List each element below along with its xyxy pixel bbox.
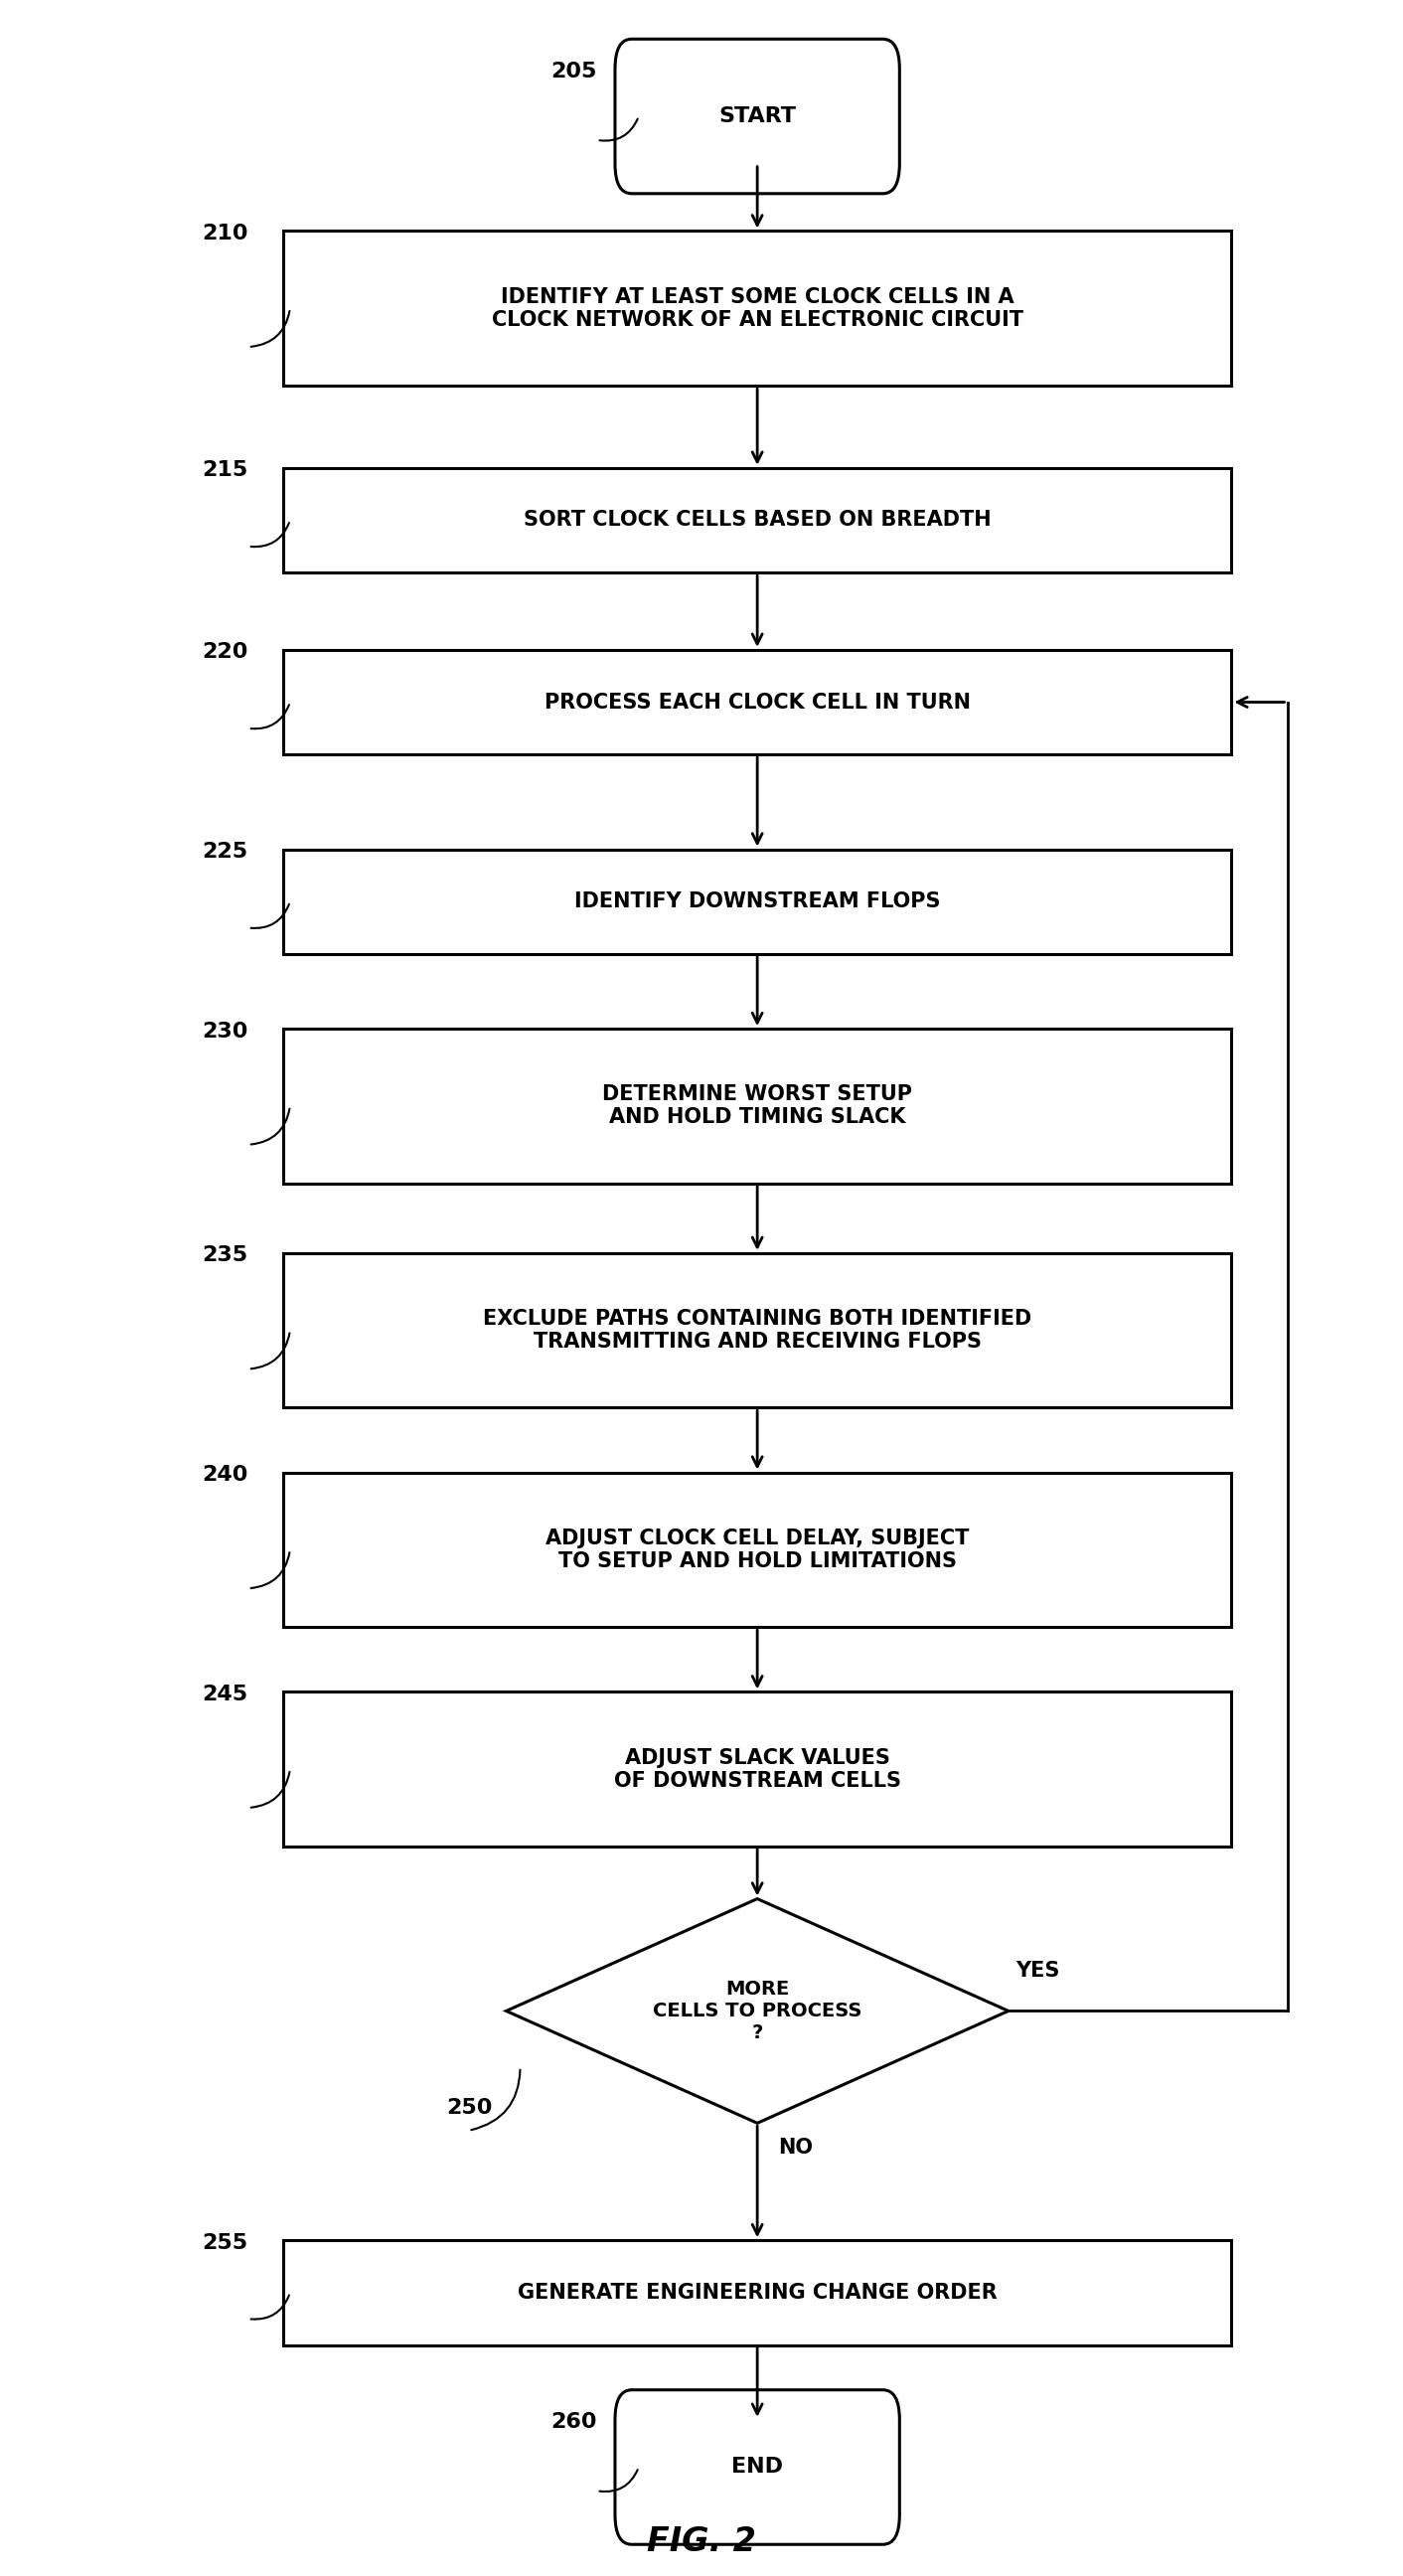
FancyBboxPatch shape: [283, 1252, 1232, 1406]
FancyBboxPatch shape: [283, 1028, 1232, 1182]
Text: 245: 245: [202, 1685, 248, 1705]
FancyBboxPatch shape: [283, 649, 1232, 755]
Text: 250: 250: [446, 2099, 492, 2117]
Text: SORT CLOCK CELLS BASED ON BREADTH: SORT CLOCK CELLS BASED ON BREADTH: [523, 510, 991, 531]
Text: END: END: [731, 2458, 783, 2478]
Text: 210: 210: [202, 224, 248, 245]
Text: NO: NO: [779, 2138, 812, 2159]
Text: 220: 220: [202, 641, 248, 662]
Text: YES: YES: [1016, 1960, 1059, 1981]
Text: 260: 260: [551, 2411, 596, 2432]
Text: GENERATE ENGINEERING CHANGE ORDER: GENERATE ENGINEERING CHANGE ORDER: [518, 2282, 998, 2303]
FancyBboxPatch shape: [283, 1473, 1232, 1628]
FancyBboxPatch shape: [283, 850, 1232, 953]
Text: 230: 230: [202, 1020, 248, 1041]
Text: 215: 215: [202, 461, 248, 479]
Polygon shape: [506, 1899, 1009, 2123]
Text: 225: 225: [202, 842, 248, 863]
Text: 255: 255: [202, 2233, 248, 2254]
FancyBboxPatch shape: [615, 2391, 899, 2545]
Text: ADJUST CLOCK CELL DELAY, SUBJECT
TO SETUP AND HOLD LIMITATIONS: ADJUST CLOCK CELL DELAY, SUBJECT TO SETU…: [546, 1528, 969, 1571]
Text: IDENTIFY AT LEAST SOME CLOCK CELLS IN A
CLOCK NETWORK OF AN ELECTRONIC CIRCUIT: IDENTIFY AT LEAST SOME CLOCK CELLS IN A …: [491, 286, 1023, 330]
FancyBboxPatch shape: [283, 2241, 1232, 2344]
Text: DETERMINE WORST SETUP
AND HOLD TIMING SLACK: DETERMINE WORST SETUP AND HOLD TIMING SL…: [602, 1084, 912, 1128]
Text: START: START: [718, 106, 796, 126]
Text: ADJUST SLACK VALUES
OF DOWNSTREAM CELLS: ADJUST SLACK VALUES OF DOWNSTREAM CELLS: [613, 1747, 901, 1790]
Text: 205: 205: [551, 62, 596, 82]
FancyBboxPatch shape: [615, 39, 899, 193]
Text: 240: 240: [202, 1466, 248, 1484]
FancyBboxPatch shape: [283, 232, 1232, 386]
Text: PROCESS EACH CLOCK CELL IN TURN: PROCESS EACH CLOCK CELL IN TURN: [544, 693, 971, 711]
FancyBboxPatch shape: [283, 1692, 1232, 1847]
Text: EXCLUDE PATHS CONTAINING BOTH IDENTIFIED
TRANSMITTING AND RECEIVING FLOPS: EXCLUDE PATHS CONTAINING BOTH IDENTIFIED…: [483, 1309, 1031, 1352]
FancyBboxPatch shape: [283, 469, 1232, 572]
Text: 235: 235: [202, 1247, 248, 1265]
Text: MORE
CELLS TO PROCESS
?: MORE CELLS TO PROCESS ?: [652, 1978, 861, 2043]
Text: FIG. 2: FIG. 2: [647, 2524, 756, 2558]
Text: IDENTIFY DOWNSTREAM FLOPS: IDENTIFY DOWNSTREAM FLOPS: [574, 891, 940, 912]
